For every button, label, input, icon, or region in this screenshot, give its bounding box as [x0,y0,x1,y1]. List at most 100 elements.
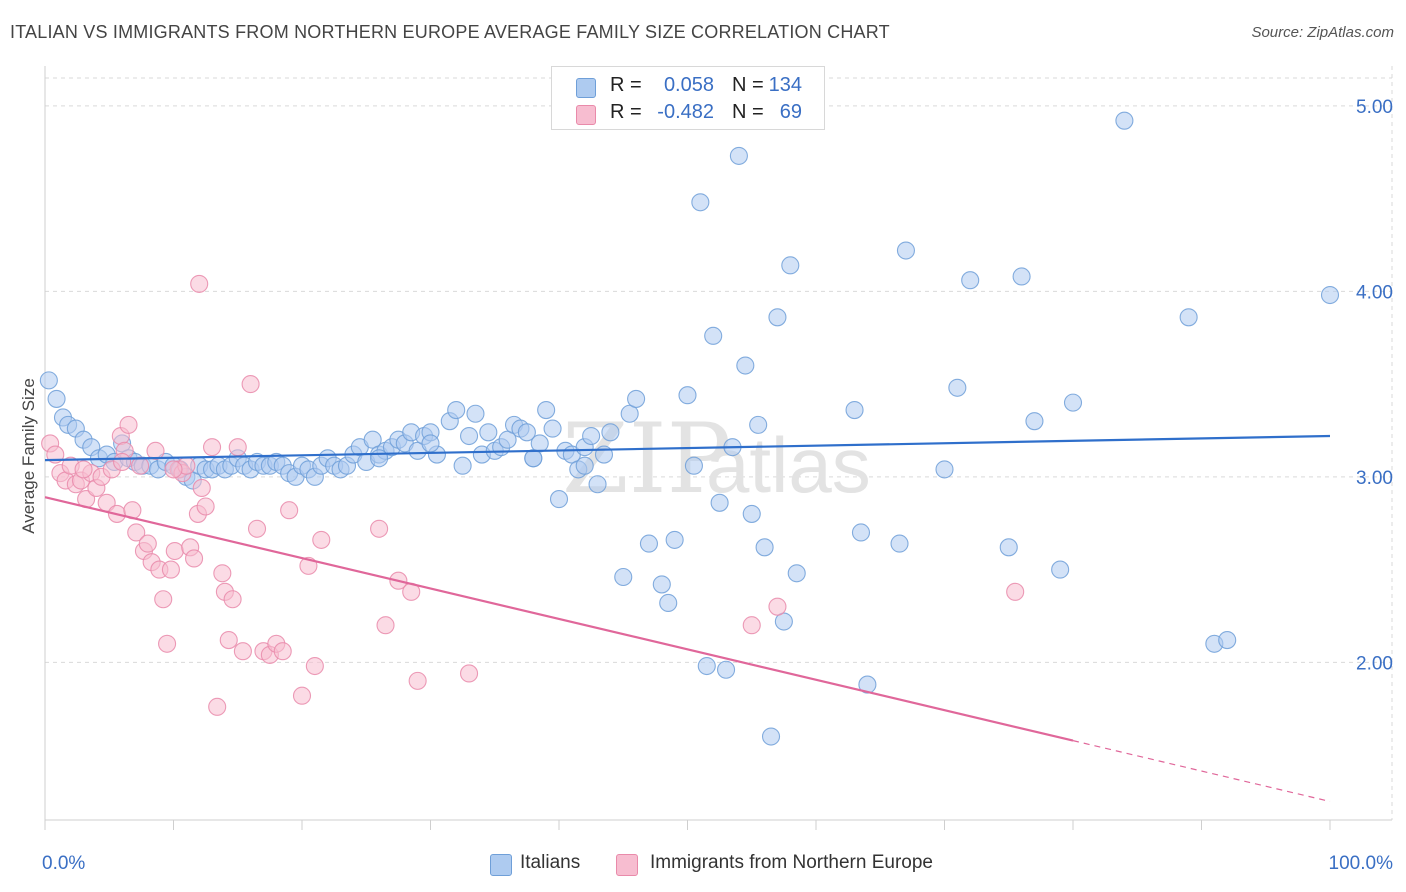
italians-point [999,538,1018,557]
chart-title: ITALIAN VS IMMIGRANTS FROM NORTHERN EURO… [10,22,890,42]
immigrants-point [312,530,331,549]
immigrants-point [213,564,232,583]
immigrants-point [241,375,260,394]
italians-point [524,449,543,468]
italians-point [421,434,440,453]
italians-point [691,193,710,212]
italians-point [543,419,562,438]
italians-point [896,241,916,260]
immigrants-point [196,497,215,516]
immigrants-point [154,590,173,609]
immigrants-point [138,534,157,553]
y-tick-label: 5.00 [1356,97,1393,118]
italians-point [537,400,556,420]
immigrants-point [203,438,222,457]
immigrants-point [164,460,183,479]
immigrants-point [376,616,395,635]
series-italians-points [39,111,1340,746]
italians-point [755,538,774,557]
italians-point [453,456,472,475]
legend-r-label: R = [610,74,642,96]
y-tick-label: 4.00 [1356,282,1393,303]
italians-point [459,426,479,446]
immigrants-point [292,686,312,705]
italians-point [697,656,716,676]
correlation-legend: R = 0.058 N = 134 R = -0.482 N = 69 [551,66,825,130]
italians-point [678,386,697,405]
x-tick-label-min: 0.0% [42,853,85,874]
immigrants-point [273,642,292,661]
italians-point [627,389,646,408]
legend-label-immigrants: Immigrants from Northern Europe [650,852,933,873]
legend-swatch-italians [576,78,596,98]
italians-point [858,675,877,694]
immigrants-point [370,519,389,538]
italians-point [851,523,871,542]
immigrants-point [219,631,238,650]
italians-point [729,146,748,165]
y-tick-label: 3.00 [1356,468,1393,489]
italians-point [659,593,678,613]
italians-point [447,400,466,420]
source-credit: Source: ZipAtlas.com [1251,24,1394,41]
immigrants-point [131,456,150,475]
italians-point [781,256,800,275]
italians-point [517,423,536,442]
immigrants-point [459,664,479,683]
trend-line-immigrants-extension [1072,740,1331,803]
italians-point [466,404,485,423]
immigrants-point [228,438,247,457]
italians-point [575,456,594,475]
legend-label-italians: Italians [520,852,581,873]
italians-point [1063,393,1083,412]
italians-point [768,308,787,327]
legend-n-value: 69 [779,101,802,123]
y-tick-label: 2.00 [1356,653,1393,674]
immigrants-point [190,274,209,293]
italians-point [736,356,755,375]
tick-labels: 2.00 3.00 4.00 5.00 0.0% 100.0% [42,97,1393,874]
y-axis-label: Average Family Size [19,378,38,534]
series-immigrants-points [41,274,1025,716]
italians-point [710,493,729,512]
italians-point [588,475,607,494]
watermark-atlas: atlas [706,421,871,509]
italians-point [1025,412,1044,431]
immigrants-point [305,656,324,676]
legend-r-value: 0.058 [663,74,714,96]
italians-point [1320,285,1340,305]
italians-point [961,271,980,290]
immigrants-point [127,523,146,542]
legend-r-value: -0.482 [657,101,714,123]
immigrants-point [158,634,177,653]
immigrants-point [247,519,267,538]
immigrants-point [408,671,427,690]
italians-point [684,456,703,475]
x-tick-label-max: 100.0% [1329,853,1394,874]
italians-point [549,490,569,509]
immigrants-point [192,478,211,498]
italians-point [665,530,684,549]
italians-point [716,660,736,679]
italians-point [1012,267,1031,286]
immigrants-point [233,642,252,661]
italians-point [601,423,620,442]
italians-point [47,389,66,408]
legend-n-value: 134 [768,74,802,96]
italians-point [582,426,601,446]
immigrants-point [1006,582,1025,601]
immigrants-point [74,460,93,479]
legend-swatch-immigrants [576,105,596,125]
trend-lines [44,434,1331,803]
italians-point [704,326,723,345]
immigrants-point [768,597,787,616]
italians-point [1051,560,1070,579]
italians-point [742,504,761,523]
italians-point [1179,308,1198,327]
italians-point [845,400,864,420]
italians-point [652,575,671,594]
immigrants-point [223,590,242,609]
immigrants-point [280,501,299,520]
trend-line-immigrants [44,496,1074,742]
